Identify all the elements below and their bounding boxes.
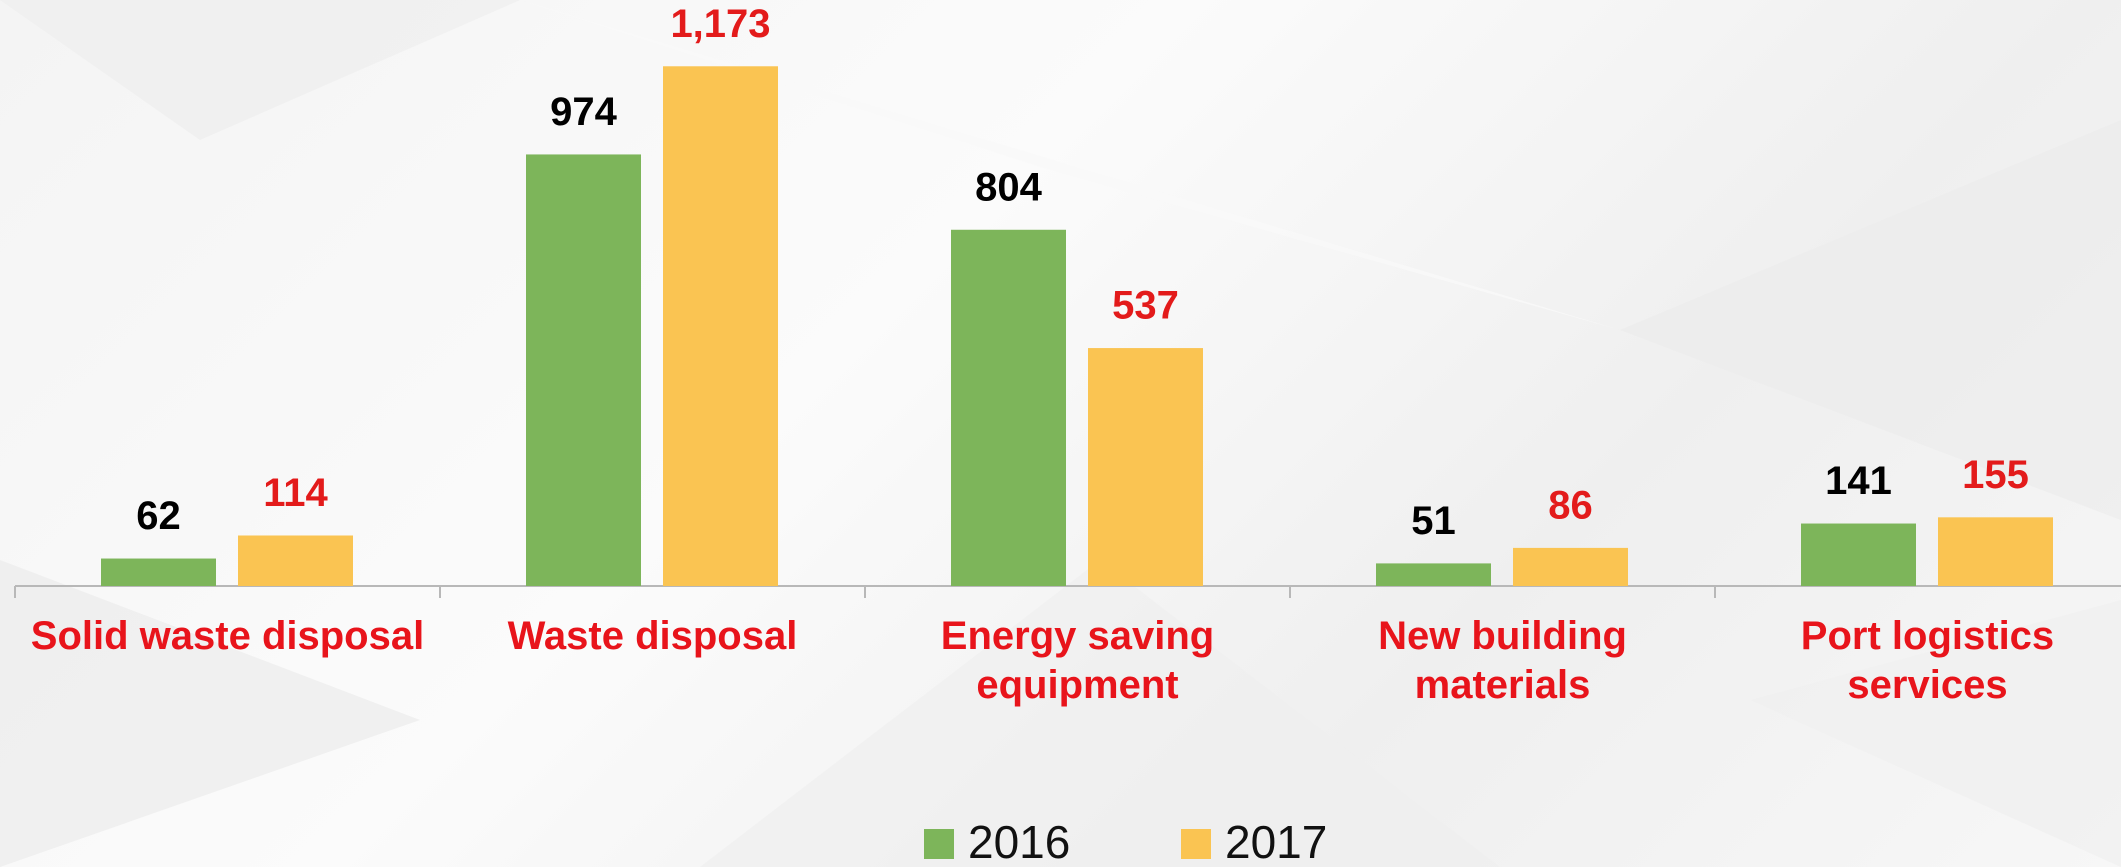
x-tick-label: Waste disposal bbox=[507, 614, 798, 658]
x-tick-label: Energy saving equipment bbox=[940, 614, 1215, 707]
value-label: 804 bbox=[975, 165, 1042, 209]
x-tick-label: New building materials bbox=[1378, 614, 1627, 707]
bar bbox=[1513, 547, 1628, 586]
legend-swatch bbox=[924, 829, 954, 859]
value-label: 537 bbox=[1112, 284, 1179, 328]
value-label: 51 bbox=[1411, 499, 1456, 543]
legend-swatch bbox=[1181, 829, 1211, 859]
legend-label: 2016 bbox=[968, 816, 1070, 867]
bar bbox=[1376, 563, 1491, 586]
bar bbox=[1801, 523, 1916, 586]
bar bbox=[238, 535, 353, 586]
bar bbox=[951, 229, 1066, 586]
value-label: 86 bbox=[1548, 483, 1593, 527]
x-tick-label: Solid waste disposal bbox=[30, 614, 425, 658]
bar bbox=[663, 66, 778, 587]
value-label: 155 bbox=[1962, 453, 2029, 497]
value-label: 62 bbox=[136, 494, 181, 538]
bar bbox=[1938, 517, 2053, 586]
x-tick-label: Port logistics services bbox=[1800, 614, 2055, 707]
value-label: 141 bbox=[1825, 459, 1892, 503]
bar bbox=[526, 154, 641, 587]
value-label: 1,173 bbox=[670, 2, 770, 46]
value-label: 114 bbox=[263, 471, 328, 515]
legend-label: 2017 bbox=[1225, 816, 1327, 867]
value-label: 974 bbox=[550, 90, 617, 134]
bar bbox=[1088, 348, 1203, 586]
bar bbox=[101, 558, 216, 586]
